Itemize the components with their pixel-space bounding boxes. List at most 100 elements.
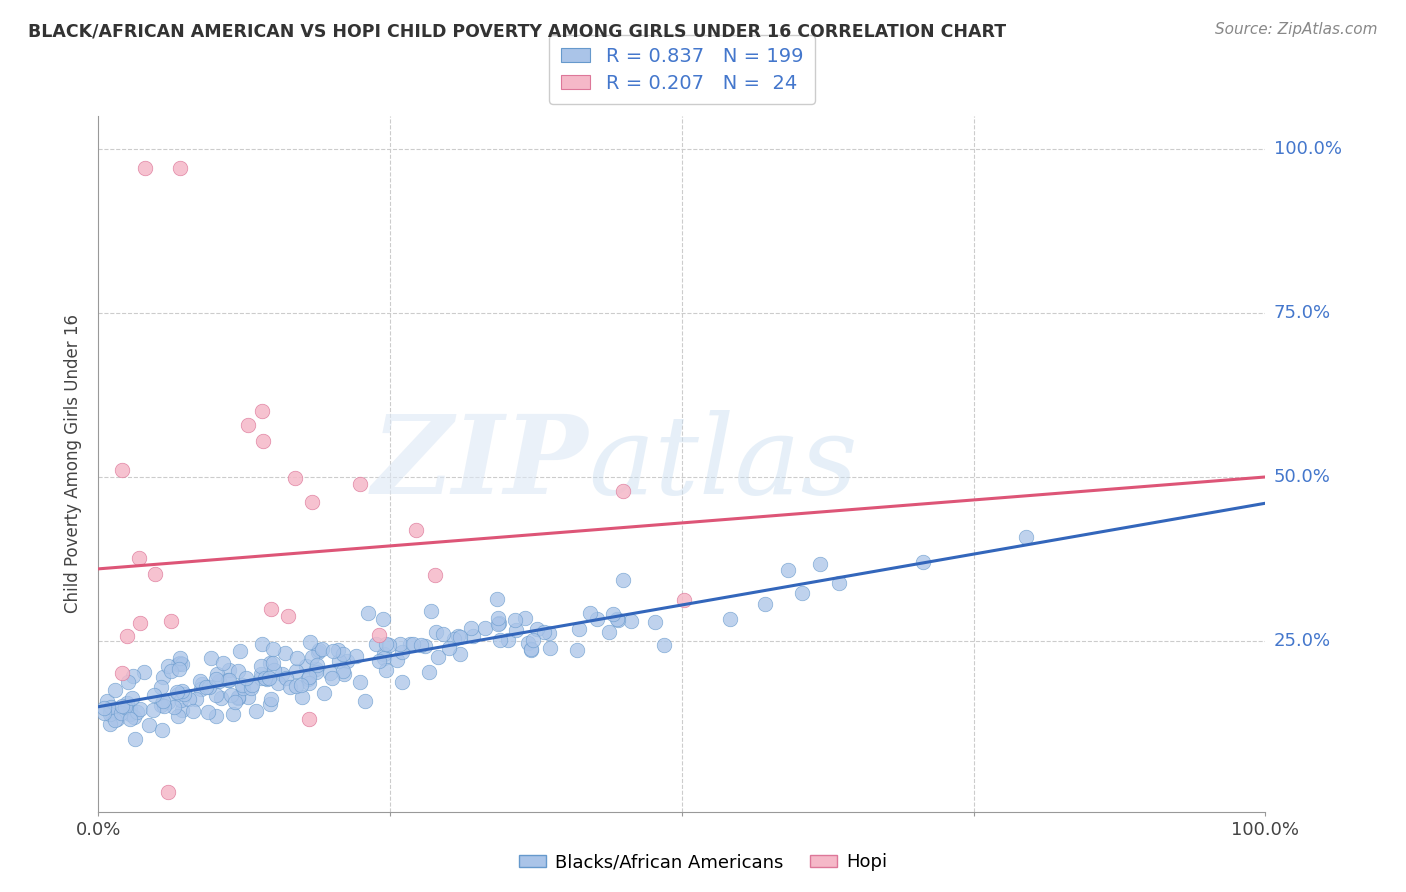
Point bbox=[312, 686, 335, 700]
Point bbox=[285, 651, 308, 665]
Point bbox=[212, 657, 235, 671]
Point bbox=[776, 563, 799, 577]
Point bbox=[522, 633, 544, 648]
Point bbox=[205, 667, 228, 681]
Point bbox=[228, 690, 250, 705]
Point bbox=[301, 495, 323, 509]
Point bbox=[235, 671, 257, 685]
Text: Source: ZipAtlas.com: Source: ZipAtlas.com bbox=[1215, 22, 1378, 37]
Point bbox=[253, 671, 276, 685]
Point bbox=[606, 612, 628, 626]
Point bbox=[332, 664, 354, 678]
Point bbox=[245, 704, 267, 718]
Point bbox=[111, 463, 134, 477]
Point bbox=[364, 637, 387, 651]
Point bbox=[191, 677, 214, 691]
Point bbox=[447, 629, 470, 643]
Point bbox=[305, 657, 328, 672]
Point bbox=[808, 557, 831, 571]
Point bbox=[152, 670, 174, 684]
Point bbox=[96, 694, 118, 708]
Point bbox=[333, 666, 356, 681]
Point bbox=[271, 667, 294, 681]
Point bbox=[567, 643, 589, 657]
Point bbox=[672, 593, 695, 607]
Point bbox=[115, 629, 138, 643]
Point bbox=[121, 668, 143, 682]
Point bbox=[172, 684, 194, 698]
Point bbox=[240, 681, 263, 696]
Point bbox=[236, 418, 259, 433]
Point bbox=[326, 642, 349, 657]
Point bbox=[149, 698, 172, 712]
Point bbox=[105, 712, 128, 726]
Point bbox=[156, 695, 179, 709]
Point bbox=[486, 611, 509, 625]
Point bbox=[170, 703, 193, 717]
Point bbox=[111, 666, 134, 681]
Point bbox=[166, 685, 188, 699]
Point bbox=[385, 652, 408, 666]
Text: atlas: atlas bbox=[589, 410, 858, 517]
Point bbox=[226, 690, 249, 705]
Point bbox=[607, 613, 630, 627]
Point bbox=[150, 723, 173, 738]
Point bbox=[226, 664, 249, 678]
Point bbox=[190, 681, 212, 696]
Point bbox=[121, 690, 143, 705]
Point bbox=[513, 611, 536, 625]
Point bbox=[250, 659, 273, 673]
Point bbox=[169, 662, 191, 676]
Point bbox=[418, 665, 440, 679]
Point bbox=[166, 687, 188, 701]
Point bbox=[328, 654, 350, 668]
Point bbox=[498, 633, 520, 648]
Legend: R = 0.837   N = 199, R = 0.207   N =  24: R = 0.837 N = 199, R = 0.207 N = 24 bbox=[550, 35, 814, 104]
Text: 25.0%: 25.0% bbox=[1274, 632, 1331, 650]
Point bbox=[298, 713, 321, 727]
Point bbox=[153, 698, 176, 713]
Text: 75.0%: 75.0% bbox=[1274, 304, 1331, 322]
Point bbox=[194, 681, 217, 695]
Point bbox=[181, 704, 204, 718]
Text: 100.0%: 100.0% bbox=[1274, 140, 1341, 158]
Point bbox=[157, 785, 180, 799]
Point bbox=[375, 637, 398, 651]
Point bbox=[163, 699, 186, 714]
Point bbox=[322, 644, 344, 658]
Point bbox=[167, 657, 190, 672]
Point bbox=[149, 680, 172, 694]
Point bbox=[224, 695, 246, 709]
Y-axis label: Child Poverty Among Girls Under 16: Child Poverty Among Girls Under 16 bbox=[65, 314, 83, 614]
Point bbox=[373, 650, 395, 665]
Point bbox=[461, 629, 484, 643]
Point bbox=[231, 678, 253, 692]
Point bbox=[486, 617, 509, 632]
Point bbox=[125, 705, 148, 719]
Point bbox=[173, 687, 195, 701]
Point bbox=[284, 471, 307, 485]
Point bbox=[221, 688, 243, 702]
Point bbox=[349, 675, 371, 690]
Point bbox=[129, 702, 152, 716]
Point bbox=[644, 615, 666, 629]
Point bbox=[377, 638, 399, 652]
Point bbox=[519, 641, 541, 656]
Point bbox=[262, 642, 284, 657]
Point bbox=[98, 705, 121, 719]
Point bbox=[200, 650, 222, 665]
Point bbox=[568, 622, 591, 636]
Point bbox=[142, 688, 165, 702]
Point bbox=[250, 671, 273, 685]
Point bbox=[267, 676, 290, 690]
Point bbox=[229, 644, 252, 658]
Point bbox=[349, 477, 371, 491]
Point bbox=[297, 672, 319, 686]
Point bbox=[259, 697, 281, 711]
Point bbox=[115, 696, 138, 710]
Point bbox=[98, 706, 121, 721]
Point bbox=[160, 614, 183, 628]
Point bbox=[100, 717, 122, 731]
Point bbox=[290, 678, 312, 692]
Point bbox=[250, 404, 273, 418]
